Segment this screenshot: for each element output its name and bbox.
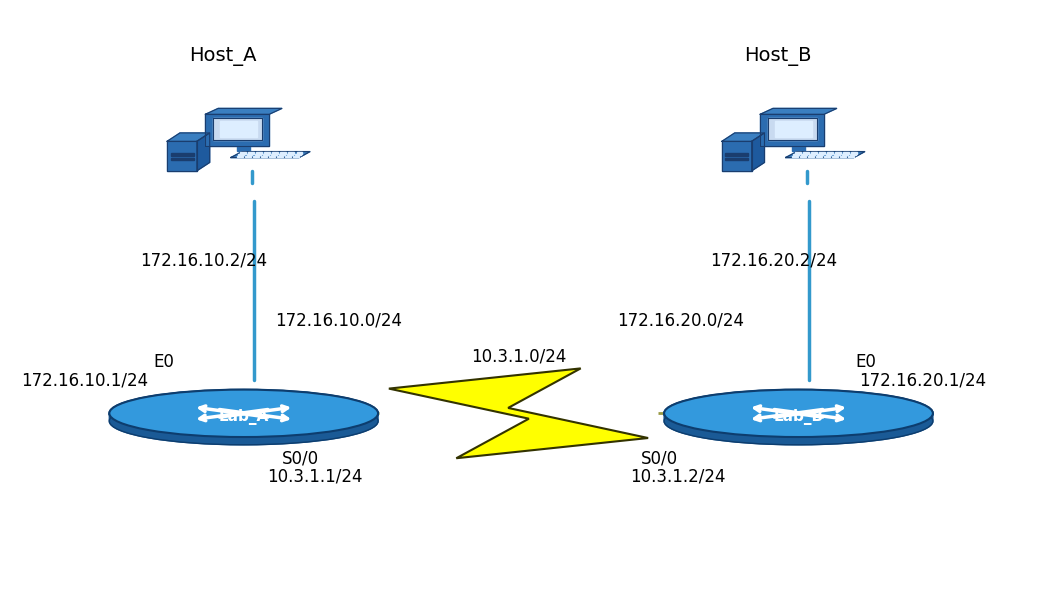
Polygon shape [277,156,283,157]
Text: 172.16.20.2/24: 172.16.20.2/24 [710,252,838,270]
Text: E0: E0 [856,353,876,371]
Text: Lab_B: Lab_B [774,409,823,425]
Polygon shape [725,158,749,161]
Polygon shape [197,133,209,171]
Polygon shape [261,156,268,157]
Polygon shape [664,413,933,445]
Polygon shape [817,154,823,155]
Polygon shape [295,154,301,155]
Polygon shape [285,156,291,157]
Ellipse shape [664,389,933,437]
Polygon shape [722,133,764,141]
Ellipse shape [109,389,379,437]
Text: 172.16.10.0/24: 172.16.10.0/24 [275,311,401,329]
Text: 10.3.1.0/24: 10.3.1.0/24 [471,347,566,365]
Polygon shape [760,114,824,146]
Ellipse shape [109,389,379,437]
Polygon shape [808,156,814,157]
Text: Host_A: Host_A [189,47,257,66]
Polygon shape [167,133,209,141]
Polygon shape [760,108,837,114]
Polygon shape [270,156,275,157]
Polygon shape [842,154,847,155]
Text: Host_B: Host_B [744,47,812,66]
Text: 172.16.20.1/24: 172.16.20.1/24 [859,371,986,389]
Ellipse shape [664,389,933,437]
Polygon shape [775,121,812,137]
Polygon shape [271,154,277,155]
Polygon shape [767,118,817,140]
Polygon shape [247,154,252,155]
Polygon shape [791,156,797,157]
Polygon shape [802,154,807,155]
Polygon shape [752,133,764,171]
Polygon shape [848,156,854,157]
Polygon shape [816,156,822,157]
Polygon shape [287,154,292,155]
Text: 172.16.20.0/24: 172.16.20.0/24 [617,311,744,329]
Polygon shape [109,413,379,445]
Text: 172.16.10.2/24: 172.16.10.2/24 [140,252,268,270]
Text: 172.16.10.1/24: 172.16.10.1/24 [21,371,148,389]
Polygon shape [220,121,257,137]
Polygon shape [239,154,245,155]
Text: 10.3.1.1/24: 10.3.1.1/24 [268,467,363,485]
Polygon shape [231,152,310,158]
Polygon shape [236,146,251,151]
Polygon shape [791,146,806,151]
Polygon shape [293,156,300,157]
Polygon shape [809,154,815,155]
Polygon shape [236,156,243,157]
Polygon shape [262,154,269,155]
Polygon shape [254,154,260,155]
Polygon shape [832,156,838,157]
Text: E0: E0 [153,353,174,371]
Polygon shape [170,158,194,161]
Polygon shape [793,154,800,155]
Polygon shape [205,114,270,146]
Polygon shape [170,153,194,156]
Polygon shape [231,153,307,158]
Polygon shape [725,153,749,156]
Polygon shape [253,156,259,157]
Polygon shape [840,156,846,157]
Polygon shape [205,108,282,114]
Text: Lab_A: Lab_A [219,409,269,425]
Polygon shape [213,118,262,140]
Polygon shape [245,156,251,157]
Polygon shape [849,154,856,155]
Polygon shape [722,141,752,171]
Polygon shape [167,141,197,171]
Polygon shape [389,368,648,458]
Polygon shape [824,156,830,157]
Text: S0/0: S0/0 [282,449,319,467]
Text: S0/0: S0/0 [641,449,678,467]
Polygon shape [800,156,806,157]
Polygon shape [786,152,865,158]
Polygon shape [834,154,840,155]
Polygon shape [279,154,285,155]
Polygon shape [786,153,863,158]
Polygon shape [825,154,832,155]
Text: 10.3.1.2/24: 10.3.1.2/24 [630,467,726,485]
